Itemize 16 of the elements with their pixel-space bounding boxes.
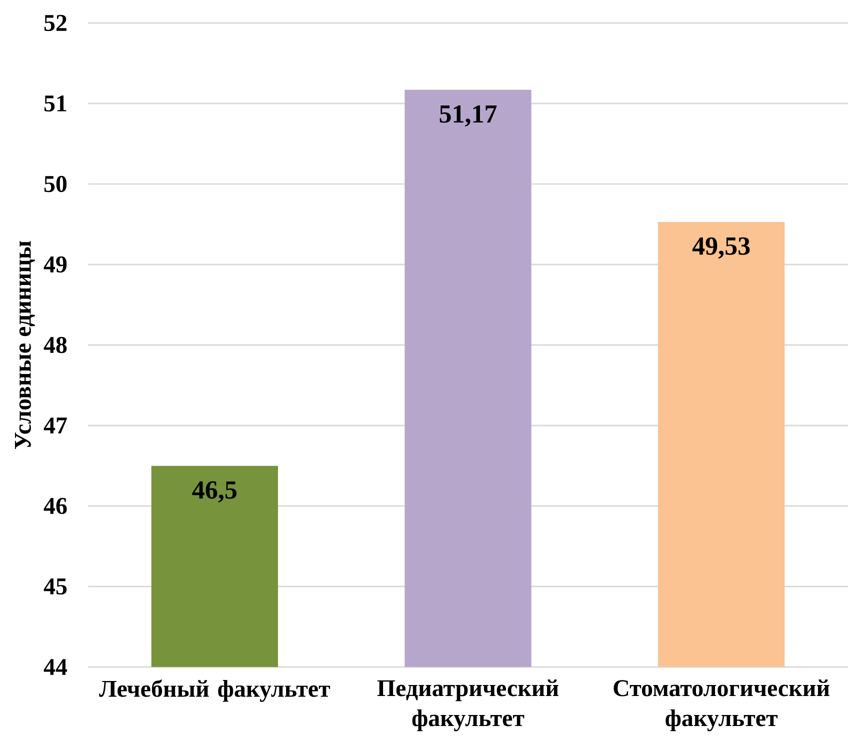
x-tick-label: Лечебный факультет [99,680,330,702]
y-tick-label: 52 [44,14,66,32]
data-label: 51,17 [440,105,497,127]
y-tick-label: 45 [44,578,67,595]
y-tick-label: 49 [44,256,67,273]
data-label: 49,53 [692,237,750,259]
y-tick-label: 50 [44,176,67,192]
x-tick-label: Педиатрический факультет [377,680,558,732]
y-tick-label: 48 [44,336,67,354]
y-axis-title: Условные единицы [14,240,35,449]
y-tick-label: 44 [44,659,68,675]
y-tick-label: 47 [44,418,67,434]
y-tick-label: 51 [44,95,66,112]
data-label: 46,5 [192,481,236,503]
y-tick-label: 46 [44,498,67,514]
x-tick-label: Стоматологический факультет [614,680,830,732]
